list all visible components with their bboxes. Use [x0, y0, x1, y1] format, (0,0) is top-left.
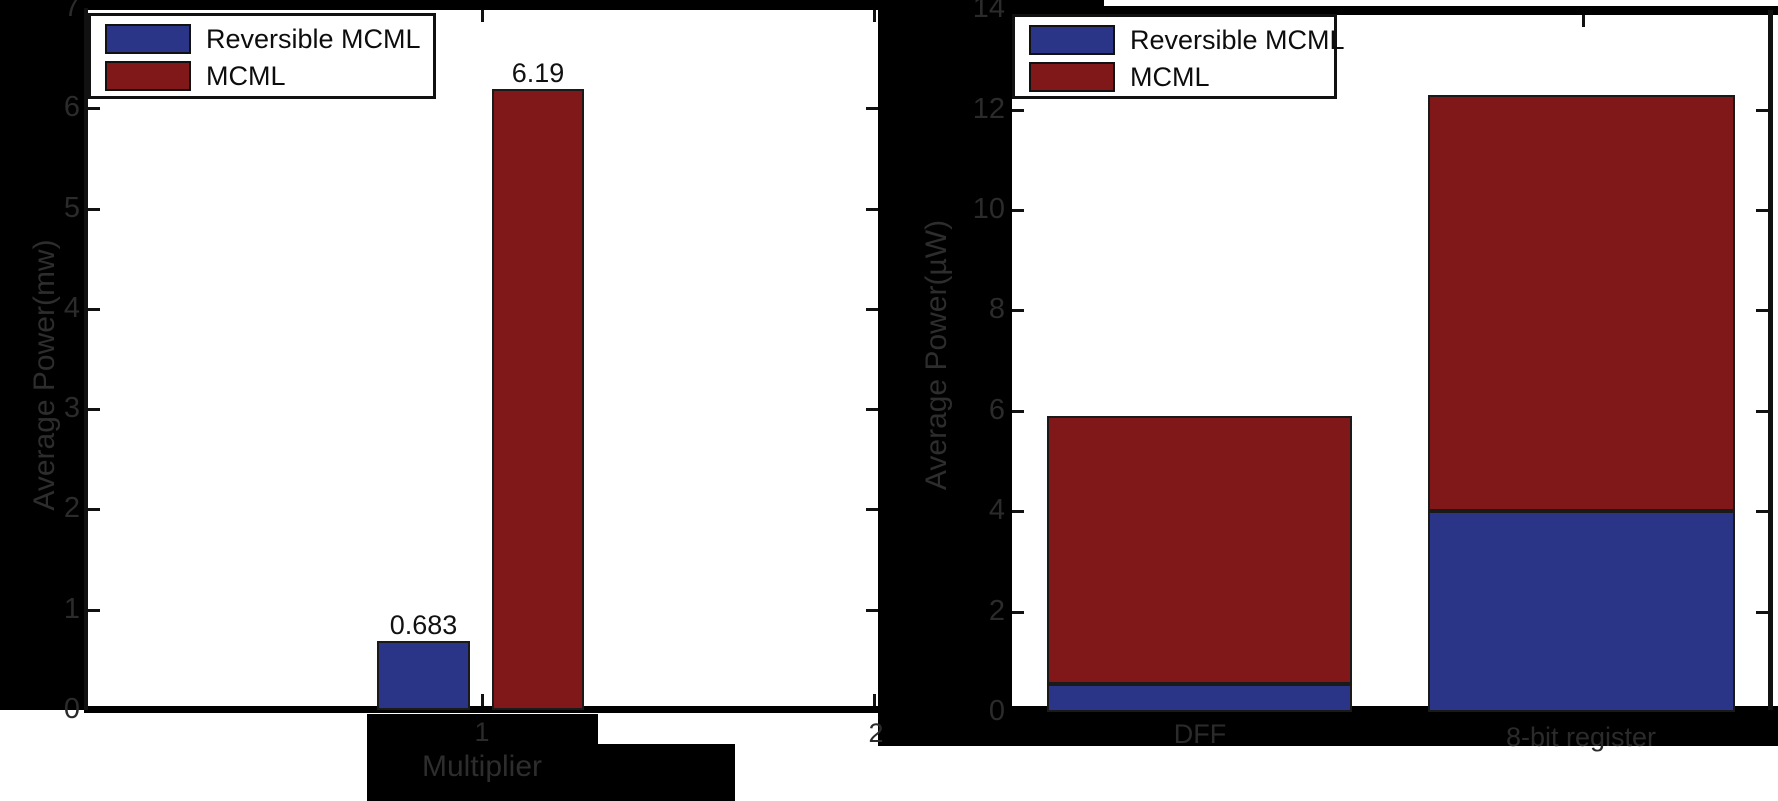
left-xlabel: Multiplier [421, 750, 543, 783]
right-ytick-mark-mirror [1756, 610, 1768, 614]
right-top-stub-black [1012, 0, 1104, 10]
right-ytick-label: 6 [988, 393, 1005, 426]
right-bar-segment-reversible-mcml [1428, 511, 1735, 712]
left-ytick-label: 7 [63, 0, 80, 23]
left-ytick-mark-mirror [866, 107, 878, 111]
right-ytick-label: 14 [972, 0, 1005, 25]
left-ytick-mark-mirror [866, 408, 878, 412]
right-bar-segment-mcml [1047, 415, 1352, 685]
left-xtick-2: 2 [868, 718, 884, 748]
right-ytick-mark-mirror [1756, 510, 1768, 514]
right-bar-segment-mcml [1428, 94, 1735, 512]
xtick1-label-box-black [367, 714, 598, 744]
left-chart-left-spine [84, 8, 88, 710]
left-ytick-mark [88, 207, 100, 211]
left-legend-label: MCML [206, 61, 286, 91]
right-ytick-label: 0 [988, 695, 1005, 727]
left-ytick-label: 6 [63, 91, 80, 124]
left-legend-swatch-blue [105, 24, 191, 54]
right-legend-label: Reversible MCML [1130, 25, 1345, 55]
right-ytick-mark-mirror [1756, 108, 1768, 112]
left-ytick-mark-mirror [866, 608, 878, 612]
right-ytick-mark-mirror [1756, 409, 1768, 413]
left-ytick-mark [88, 107, 100, 111]
left-xtick-1: 1 [474, 717, 490, 747]
left-legend: Reversible MCML MCML [88, 13, 436, 99]
right-xtick-8bit: 8-bit register [1505, 722, 1657, 752]
left-xtick-mark-bottom [481, 694, 484, 706]
left-ytick-label: 3 [63, 392, 80, 425]
left-ytick-mark-mirror [866, 508, 878, 512]
left-ytick-mark-mirror [866, 307, 878, 311]
right-ytick-label: 2 [988, 594, 1005, 627]
left-ytick-label: 1 [63, 592, 80, 625]
left-ylabel: Average Power(mw) [28, 239, 61, 511]
left-legend-swatch-red [105, 61, 191, 91]
right-ytick-label: 12 [972, 92, 1005, 125]
right-ytick-mark-mirror [1756, 309, 1768, 313]
right-legend-swatch-blue [1029, 25, 1115, 55]
xlabel-box-black [367, 744, 735, 801]
left-ytick-mark [88, 508, 100, 512]
left-xtick-mark-bottom [873, 694, 876, 706]
left-ytick-label: 4 [63, 291, 80, 324]
right-xtick-dff: DFF [1173, 719, 1227, 749]
left-ytick-mark [88, 608, 100, 612]
right-ytick-mark [1012, 610, 1024, 614]
left-bar-value-label: 0.683 [389, 610, 458, 641]
right-ytick-mark [1012, 309, 1024, 313]
right-legend-swatch-red [1029, 62, 1115, 92]
right-ytick-label: 4 [988, 494, 1005, 527]
right-ytick-mark [1012, 409, 1024, 413]
left-top-bar-black [84, 0, 878, 10]
left-xtick-mark-top [481, 10, 484, 22]
right-legend: Reversible MCML MCML [1012, 14, 1345, 99]
left-ytick-mark-mirror [866, 207, 878, 211]
right-bottom-band-black [1012, 706, 1778, 746]
left-legend-label: Reversible MCML [206, 24, 421, 54]
right-bar-segment-reversible-mcml [1047, 684, 1352, 712]
left-bar-mcml [492, 89, 584, 710]
left-ytick-mark [88, 408, 100, 412]
left-bar-reversible-mcml [377, 641, 470, 710]
left-xaxis-line [84, 706, 878, 713]
left-xtick-mark-top [873, 10, 876, 22]
right-xtick-mark-top [1582, 15, 1585, 27]
right-ytick-mark [1012, 209, 1024, 212]
right-ytick-mark-mirror [1756, 209, 1768, 212]
mid-column-black [878, 0, 1012, 746]
left-ytick-label: 0 [63, 693, 80, 725]
right-legend-label: MCML [1130, 62, 1210, 92]
right-ytick-label: 10 [972, 193, 1005, 225]
left-ytick-label: 5 [63, 191, 80, 224]
left-bar-value-label: 6.19 [511, 58, 565, 89]
right-ytick-mark [1012, 510, 1024, 514]
right-ytick-mark [1012, 108, 1024, 112]
right-ytick-label: 8 [988, 293, 1005, 326]
left-margin-black [0, 0, 84, 710]
right-chart-right-spine [1768, 10, 1773, 710]
left-ytick-label: 2 [63, 492, 80, 525]
left-ytick-mark [88, 307, 100, 311]
right-top-bar-black [1012, 6, 1778, 15]
